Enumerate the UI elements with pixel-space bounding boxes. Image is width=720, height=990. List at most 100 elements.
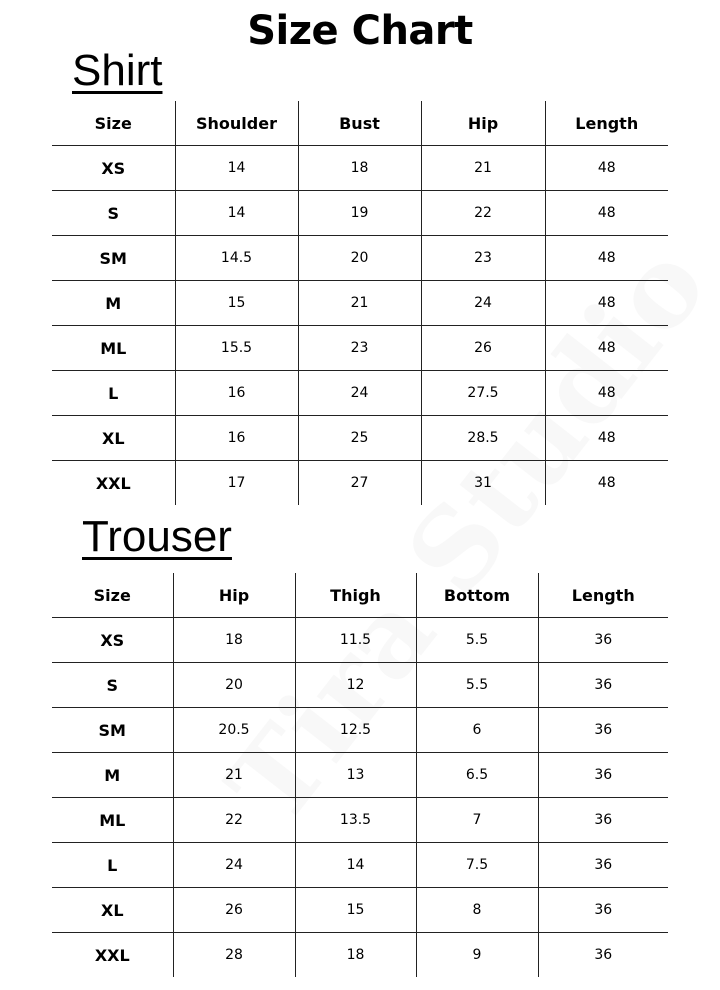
measurement-cell: 48: [544, 415, 668, 461]
measurement-cell: 36: [537, 932, 668, 977]
measurement-cell: 22: [420, 190, 545, 236]
measurement-cell: 20: [297, 235, 421, 281]
measurement-cell: 36: [537, 752, 668, 798]
measurement-cell: 11.5: [294, 617, 416, 663]
column-header: Hip: [420, 101, 545, 146]
size-cell: XL: [52, 887, 173, 933]
measurement-cell: 48: [544, 145, 668, 191]
column-header: Size: [52, 573, 173, 618]
measurement-cell: 48: [544, 325, 668, 371]
measurement-cell: 6: [415, 707, 538, 753]
measurement-cell: 19: [297, 190, 421, 236]
measurement-cell: 24: [172, 842, 295, 888]
size-cell: L: [52, 842, 173, 888]
measurement-cell: 12: [294, 662, 416, 708]
measurement-cell: 26: [420, 325, 545, 371]
measurement-cell: 6.5: [415, 752, 538, 798]
table-row: S 14 19 22 48: [52, 190, 668, 236]
measurement-cell: 36: [537, 887, 668, 933]
column-header: Bottom: [415, 573, 538, 618]
table-row: XXL 28 18 9 36: [52, 932, 668, 977]
measurement-cell: 14.5: [174, 235, 298, 281]
size-cell: XL: [52, 415, 175, 461]
size-cell: XS: [52, 617, 173, 663]
size-cell: ML: [52, 797, 173, 843]
measurement-cell: 36: [537, 842, 668, 888]
measurement-cell: 36: [537, 662, 668, 708]
measurement-cell: 48: [544, 460, 668, 505]
column-header: Size: [52, 101, 175, 146]
measurement-cell: 16: [174, 415, 298, 461]
size-cell: XS: [52, 145, 175, 191]
measurement-cell: 15: [294, 887, 416, 933]
measurement-cell: 21: [420, 145, 545, 191]
measurement-cell: 21: [297, 280, 421, 326]
table-row: L 16 24 27.5 48: [52, 370, 668, 416]
table-row: ML 15.5 23 26 48: [52, 325, 668, 371]
trouser-table: Size Hip Thigh Bottom Length XS 18 11.5 5.5 36 S 20…: [52, 573, 668, 977]
measurement-cell: 48: [544, 190, 668, 236]
table-row: XS 14 18 21 48: [52, 145, 668, 191]
trouser-heading: Trouser: [82, 512, 232, 561]
size-cell: S: [52, 190, 175, 236]
measurement-cell: 14: [174, 145, 298, 191]
page-title: Size Chart: [247, 8, 473, 54]
measurement-cell: 28: [172, 932, 295, 977]
table-row: SM 20.5 12.5 6 36: [52, 707, 668, 753]
size-cell: M: [52, 280, 175, 326]
measurement-cell: 24: [297, 370, 421, 416]
measurement-cell: 5.5: [415, 617, 538, 663]
measurement-cell: 13.5: [294, 797, 416, 843]
table-row: M 15 21 24 48: [52, 280, 668, 326]
measurement-cell: 8: [415, 887, 538, 933]
table-row: XL 16 25 28.5 48: [52, 415, 668, 461]
size-cell: L: [52, 370, 175, 416]
column-header: Length: [544, 101, 668, 146]
measurement-cell: 15: [174, 280, 298, 326]
measurement-cell: 12.5: [294, 707, 416, 753]
measurement-cell: 36: [537, 617, 668, 663]
shirt-header-row: Size Shoulder Bust Hip Length: [52, 101, 668, 146]
column-header: Hip: [172, 573, 295, 618]
measurement-cell: 18: [297, 145, 421, 191]
measurement-cell: 48: [544, 370, 668, 416]
measurement-cell: 25: [297, 415, 421, 461]
shirt-table: Size Shoulder Bust Hip Length XS 14 18 21 48 S 14 19…: [52, 101, 668, 505]
table-row: S 20 12 5.5 36: [52, 662, 668, 708]
table-row: XS 18 11.5 5.5 36: [52, 617, 668, 663]
size-cell: M: [52, 752, 173, 798]
measurement-cell: 23: [420, 235, 545, 281]
trouser-header-row: Size Hip Thigh Bottom Length: [52, 573, 668, 618]
measurement-cell: 14: [174, 190, 298, 236]
measurement-cell: 28.5: [420, 415, 545, 461]
shirt-heading: Shirt: [72, 46, 163, 95]
measurement-cell: 7: [415, 797, 538, 843]
table-row: SM 14.5 20 23 48: [52, 235, 668, 281]
size-cell: XXL: [95, 473, 131, 493]
measurement-cell: 36: [537, 707, 668, 753]
column-header: Length: [537, 573, 668, 618]
measurement-cell: 7.5: [415, 842, 538, 888]
size-cell: SM: [52, 707, 173, 753]
measurement-cell: 48: [544, 235, 668, 281]
measurement-cell: 21: [172, 752, 295, 798]
column-header: Thigh: [294, 573, 416, 618]
measurement-cell: 22: [172, 797, 295, 843]
measurement-cell: 9: [415, 932, 538, 977]
measurement-cell: 31: [420, 460, 545, 505]
measurement-cell: 13: [294, 752, 416, 798]
measurement-cell: 27.5: [420, 370, 545, 416]
size-cell: XXL: [94, 945, 130, 965]
column-header: Shoulder: [174, 101, 298, 146]
measurement-cell: 18: [294, 932, 416, 977]
table-row: XL 26 15 8 36: [52, 887, 668, 933]
measurement-cell: 14: [294, 842, 416, 888]
measurement-cell: 36: [537, 797, 668, 843]
table-row: L 24 14 7.5 36: [52, 842, 668, 888]
column-header: Bust: [297, 101, 421, 146]
measurement-cell: 23: [297, 325, 421, 371]
measurement-cell: 18: [172, 617, 295, 663]
measurement-cell: 15.5: [174, 325, 298, 371]
measurement-cell: 5.5: [415, 662, 538, 708]
table-row: XXL 17 27 31 48: [52, 460, 668, 505]
